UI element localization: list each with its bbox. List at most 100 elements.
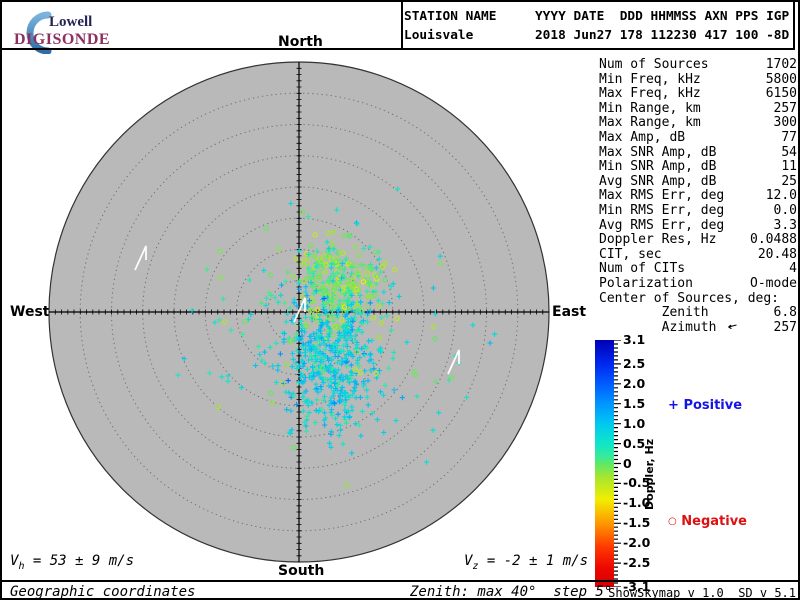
stats-row-value: 25 bbox=[781, 173, 797, 189]
doppler-tick-label: -0.5 bbox=[623, 475, 651, 491]
software-version-label: ShowSkymap v 1.0 SD v 5.1 bbox=[608, 586, 796, 600]
stats-row-value: 6.8 bbox=[773, 305, 797, 321]
stats-row-value: 257 bbox=[773, 100, 797, 116]
horizontal-velocity-value: Vh = 53 ± 9 m/s bbox=[10, 553, 134, 572]
stats-row: Max RMS Err, deg 12.0 bbox=[599, 189, 797, 204]
azimuth-direction-arrow-icon bbox=[728, 324, 737, 329]
stats-row-label: Min SNR Amp, dB bbox=[599, 159, 717, 175]
doppler-tick-label: 2.0 bbox=[623, 375, 646, 391]
skymap-polar-plot bbox=[48, 61, 550, 563]
stats-row-label: Num of CITs bbox=[599, 261, 686, 277]
stats-row: Min SNR Amp, dB 11 bbox=[599, 160, 797, 175]
stats-row-label: Max Range, km bbox=[599, 115, 701, 131]
vh-symbol: V bbox=[10, 553, 19, 569]
stats-row-value: 3.3 bbox=[773, 217, 797, 233]
station-header-row1: STATION NAME YYYY DATE DDD HHMMSS AXN PP… bbox=[404, 9, 790, 24]
stats-row-label: Polarization bbox=[599, 275, 693, 291]
doppler-tick-label: -2.5 bbox=[623, 555, 651, 571]
station-header: STATION NAME YYYY DATE DDD HHMMSS AXN PP… bbox=[404, 7, 789, 45]
logo-text-lowell: Lowell bbox=[49, 14, 93, 30]
compass-east-label: East bbox=[552, 304, 587, 320]
stats-row: Min Range, km 257 bbox=[599, 100, 797, 117]
legend-negative-label: Negative bbox=[681, 514, 748, 529]
stats-row: Polarization O-mode bbox=[599, 275, 797, 292]
circle-marker-icon: ○ bbox=[668, 516, 677, 527]
stats-panel: Num of Sources 1702 Min Freq, kHz 5800 Max F… bbox=[599, 57, 797, 336]
stats-row-value: 5800 bbox=[765, 71, 797, 87]
stats-row: Doppler Res, Hz 0.0488 bbox=[599, 233, 797, 248]
stats-row-label: Avg RMS Err, deg bbox=[599, 217, 725, 233]
stats-row: Num of Sources 1702 bbox=[599, 57, 797, 73]
stats-row-value: 54 bbox=[781, 144, 797, 160]
stats-row: Azimuth 257 bbox=[599, 319, 797, 336]
legend-positive-label: Positive bbox=[683, 398, 743, 413]
status-bar: Geographic coordinates Zenith: max 40° s… bbox=[2, 580, 798, 600]
white-arrow-marker bbox=[293, 297, 306, 323]
white-arrow-marker bbox=[447, 349, 460, 375]
stats-row-label: Min Range, km bbox=[599, 100, 701, 116]
stats-row-value: 12.0 bbox=[765, 188, 797, 204]
compass-north-label: North bbox=[278, 34, 323, 50]
stats-row-value: 0.0 bbox=[773, 202, 797, 218]
doppler-tick-label: 1.5 bbox=[623, 395, 646, 411]
vh-subscript: h bbox=[18, 560, 25, 572]
doppler-tick-label: 0 bbox=[623, 455, 632, 471]
doppler-tick-label: 2.5 bbox=[623, 355, 646, 371]
stats-row: Max SNR Amp, dB 54 bbox=[599, 144, 797, 161]
stats-row-label: Azimuth bbox=[599, 320, 739, 336]
header-right-divider bbox=[793, 2, 795, 49]
compass-south-label: South bbox=[278, 563, 325, 579]
header-divider-line bbox=[2, 48, 795, 50]
stats-row-label: Min RMS Err, deg bbox=[599, 202, 725, 218]
header-vertical-divider bbox=[401, 2, 403, 49]
stats-row-label: Center of Sources, deg: bbox=[599, 290, 780, 306]
doppler-tick-label: 3.1 bbox=[623, 332, 646, 347]
doppler-colorbar: Doppler, Hz 3.1 2.5 2.0 1.5 1.0 0.5 0 -0.5 -1.0-… bbox=[595, 332, 798, 594]
vz-text: = -2 ± 1 m/s bbox=[478, 553, 589, 569]
zenith-range-label: Zenith: max 40° step 5° bbox=[410, 584, 613, 600]
stats-row-value: 6150 bbox=[765, 86, 797, 102]
doppler-tick-label: -1.0 bbox=[623, 495, 651, 511]
doppler-tick-label: 0.5 bbox=[623, 435, 646, 451]
stats-row: Avg RMS Err, deg 3.3 bbox=[599, 217, 797, 234]
coordinate-system-label: Geographic coordinates bbox=[10, 584, 196, 600]
station-header-row2: Louisvale 2018 Jun27 178 112230 417 100 … bbox=[404, 28, 790, 43]
doppler-colorbar-ticks bbox=[614, 340, 621, 587]
vertical-velocity-value: Vz = -2 ± 1 m/s bbox=[464, 553, 588, 572]
doppler-tick-label: -2.0 bbox=[623, 535, 651, 551]
stats-row-value: 300 bbox=[773, 115, 797, 131]
stats-row-label: Num of Sources bbox=[599, 57, 709, 72]
stats-row-label: Doppler Res, Hz bbox=[599, 232, 717, 248]
plus-marker-icon: + bbox=[668, 398, 679, 413]
stats-row: Max Freq, kHz 6150 bbox=[599, 87, 797, 102]
stats-row: Min Freq, kHz 5800 bbox=[599, 71, 797, 88]
stats-row-label: Max Freq, kHz bbox=[599, 86, 701, 102]
stats-row-value: 257 bbox=[773, 319, 797, 335]
stats-row-value: 0.0488 bbox=[750, 232, 797, 248]
doppler-tick-label: -1.5 bbox=[623, 515, 651, 531]
stats-row-label: Max SNR Amp, dB bbox=[599, 144, 717, 160]
stats-row: CIT, sec 20.48 bbox=[599, 246, 797, 263]
vz-subscript: z bbox=[472, 560, 479, 572]
stats-row-value: 11 bbox=[781, 159, 797, 175]
stats-row-value: 1702 bbox=[765, 57, 797, 72]
stats-row-value: 20.48 bbox=[757, 246, 797, 262]
legend-negative: ○ Negative bbox=[668, 514, 747, 529]
stats-row-label: Min Freq, kHz bbox=[599, 71, 701, 87]
doppler-colorbar-gradient bbox=[595, 340, 614, 587]
stats-row: Max Range, km 300 bbox=[599, 116, 797, 131]
white-arrow-marker bbox=[134, 245, 147, 271]
source-scatter-points bbox=[175, 186, 498, 488]
stats-row-label: Max RMS Err, deg bbox=[599, 188, 725, 204]
vz-symbol: V bbox=[464, 553, 473, 569]
stats-row: Num of CITs 4 bbox=[599, 262, 797, 277]
doppler-tick-label: 1.0 bbox=[623, 415, 646, 431]
stats-row: Avg SNR Amp, dB 25 bbox=[599, 173, 797, 190]
stats-row: Min RMS Err, deg 0.0 bbox=[599, 202, 797, 219]
stats-row-label: Avg SNR Amp, dB bbox=[599, 173, 717, 189]
stats-row-value: 4 bbox=[789, 261, 797, 277]
legend-positive: + Positive bbox=[668, 398, 742, 413]
stats-row-label: Max Amp, dB bbox=[599, 129, 686, 145]
stats-row-label: CIT, sec bbox=[599, 246, 662, 262]
